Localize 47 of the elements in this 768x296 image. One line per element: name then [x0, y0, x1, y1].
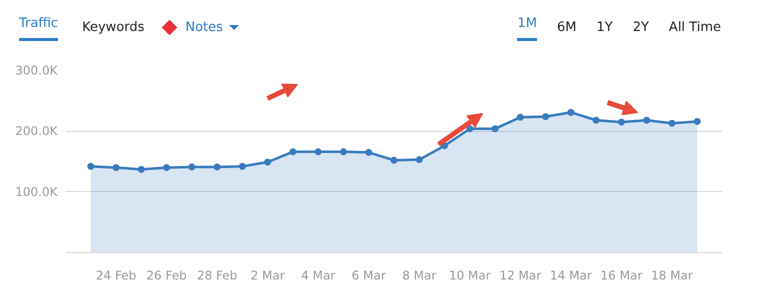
text: 6M: [556, 18, 576, 36]
text: Notes: [185, 18, 223, 36]
x-tick-label: 26 Feb: [146, 268, 187, 282]
point: [289, 148, 296, 156]
text: 1Y: [596, 18, 613, 36]
point: [112, 164, 120, 172]
x-tick-label: 14 Mar: [550, 268, 592, 282]
point: [542, 113, 550, 120]
text: Traffic: [19, 15, 58, 41]
point: [365, 148, 372, 156]
point: [643, 116, 650, 124]
x-tick-label: 28 Feb: [196, 268, 238, 282]
point: [264, 158, 272, 166]
point: [516, 114, 524, 121]
y-tick-label: 100.0K: [15, 184, 59, 199]
point: [214, 163, 221, 170]
x-tick-label: 2 Mar: [250, 268, 285, 282]
point: [466, 125, 474, 132]
text: Keywords: [82, 18, 144, 36]
point: [694, 118, 701, 125]
point: [592, 116, 600, 124]
point: [138, 166, 145, 173]
point: [188, 163, 196, 170]
point: [668, 120, 676, 127]
x-tick-label: 16 Mar: [600, 268, 642, 282]
point: [492, 125, 499, 132]
point: [567, 108, 574, 116]
x-tick-label: 6 Mar: [352, 268, 386, 282]
x-tick-label: 12 Mar: [499, 268, 542, 282]
x-tick-label: 8 Mar: [402, 268, 436, 282]
point: [87, 162, 94, 170]
point: [340, 148, 347, 156]
point: [238, 162, 246, 170]
x-tick-label: 24 Feb: [96, 268, 136, 282]
point: [618, 118, 625, 126]
y-tick-label: 300.0K: [15, 64, 59, 78]
point: [416, 156, 423, 164]
point: [163, 164, 170, 172]
point: [390, 156, 398, 164]
text: All Time: [668, 18, 721, 36]
y-tick-label: 200.0K: [15, 124, 59, 138]
text: 2Y: [632, 18, 649, 36]
x-tick-label: 18 Mar: [651, 268, 693, 282]
point: [314, 148, 322, 156]
text: 1M: [517, 15, 537, 41]
x-tick-label: 4 Mar: [301, 268, 336, 282]
x-tick-label: 10 Mar: [448, 268, 491, 282]
